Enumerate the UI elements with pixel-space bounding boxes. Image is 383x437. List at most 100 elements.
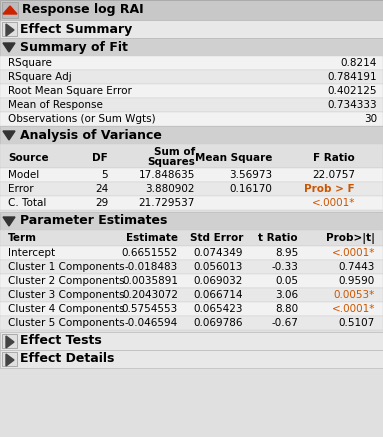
Bar (0, 196, 383, 210)
Bar (0, 316, 383, 330)
Bar (0, 230, 383, 246)
Polygon shape (6, 24, 14, 36)
Text: 0.0035891: 0.0035891 (122, 276, 178, 286)
Text: <.0001*: <.0001* (332, 248, 375, 258)
Bar (0, 144, 383, 168)
Text: -0.018483: -0.018483 (125, 262, 178, 272)
Text: Std Error: Std Error (190, 233, 243, 243)
Text: Mean Square: Mean Square (195, 153, 272, 163)
Text: Squares: Squares (147, 157, 195, 167)
Text: 29: 29 (95, 198, 108, 208)
Text: Effect Tests: Effect Tests (20, 334, 102, 347)
Text: Observations (or Sum Wgts): Observations (or Sum Wgts) (8, 114, 155, 124)
Text: Model: Model (8, 170, 39, 180)
Text: 21.729537: 21.729537 (139, 198, 195, 208)
Text: -0.046594: -0.046594 (125, 318, 178, 328)
Text: Source: Source (8, 153, 49, 163)
Bar (0, 56, 383, 70)
Text: 0.9590: 0.9590 (339, 276, 375, 286)
Bar (0, 112, 383, 126)
Text: F Ratio: F Ratio (313, 153, 355, 163)
Polygon shape (6, 354, 14, 366)
Polygon shape (3, 6, 17, 14)
Text: 0.8214: 0.8214 (340, 58, 377, 68)
Text: 5: 5 (101, 170, 108, 180)
Bar (2, 22, 17, 36)
Text: 0.069032: 0.069032 (194, 276, 243, 286)
Text: 0.784191: 0.784191 (327, 72, 377, 82)
Bar (0, 98, 383, 112)
Polygon shape (3, 131, 15, 140)
Text: 0.066714: 0.066714 (193, 290, 243, 300)
Text: -0.33: -0.33 (271, 262, 298, 272)
Bar (0, 260, 383, 274)
Text: Cluster 5 Components: Cluster 5 Components (8, 318, 124, 328)
Text: Term: Term (8, 233, 37, 243)
Text: 3.880902: 3.880902 (146, 184, 195, 194)
Text: 0.7443: 0.7443 (339, 262, 375, 272)
Bar (0, 20, 383, 38)
Text: 0.069786: 0.069786 (193, 318, 243, 328)
Text: 17.848635: 17.848635 (139, 170, 195, 180)
Text: 22.0757: 22.0757 (312, 170, 355, 180)
Text: 0.16170: 0.16170 (229, 184, 272, 194)
Text: 0.5754553: 0.5754553 (122, 304, 178, 314)
Text: <.0001*: <.0001* (312, 198, 355, 208)
Text: 3.56973: 3.56973 (229, 170, 272, 180)
Text: 0.056013: 0.056013 (194, 262, 243, 272)
Text: Summary of Fit: Summary of Fit (20, 41, 128, 53)
Text: Parameter Estimates: Parameter Estimates (20, 215, 167, 228)
Bar (0, 274, 383, 288)
Text: -0.67: -0.67 (271, 318, 298, 328)
Text: 0.734333: 0.734333 (327, 100, 377, 110)
Text: Root Mean Square Error: Root Mean Square Error (8, 86, 132, 96)
Bar (0, 212, 383, 230)
Text: t Ratio: t Ratio (259, 233, 298, 243)
Text: Intercept: Intercept (8, 248, 55, 258)
Text: Cluster 1 Components: Cluster 1 Components (8, 262, 124, 272)
Text: 8.95: 8.95 (275, 248, 298, 258)
Bar (2, 334, 17, 348)
Polygon shape (6, 336, 14, 348)
Bar (2, 352, 17, 366)
Text: Effect Summary: Effect Summary (20, 22, 132, 35)
Text: RSquare: RSquare (8, 58, 52, 68)
Text: 0.065423: 0.065423 (193, 304, 243, 314)
Bar (2, 2, 18, 18)
Text: 0.074349: 0.074349 (193, 248, 243, 258)
Text: Analysis of Variance: Analysis of Variance (20, 128, 162, 142)
Bar (0, 126, 383, 144)
Text: Cluster 2 Components: Cluster 2 Components (8, 276, 124, 286)
Bar (0, 288, 383, 302)
Text: 0.0053*: 0.0053* (334, 290, 375, 300)
Text: 0.05: 0.05 (275, 276, 298, 286)
Text: 0.5107: 0.5107 (339, 318, 375, 328)
Polygon shape (3, 217, 15, 226)
Bar (0, 182, 383, 196)
Text: Prob>|t|: Prob>|t| (326, 232, 375, 243)
Text: DF: DF (92, 153, 108, 163)
Text: 30: 30 (364, 114, 377, 124)
Text: 0.6651552: 0.6651552 (122, 248, 178, 258)
Text: Response log RAI: Response log RAI (22, 3, 144, 17)
Text: <.0001*: <.0001* (332, 304, 375, 314)
Text: Error: Error (8, 184, 34, 194)
Bar (0, 350, 383, 368)
Bar (0, 302, 383, 316)
Text: RSquare Adj: RSquare Adj (8, 72, 72, 82)
Text: 0.2043072: 0.2043072 (122, 290, 178, 300)
Text: Cluster 4 Components: Cluster 4 Components (8, 304, 124, 314)
Text: Sum of: Sum of (154, 147, 195, 157)
Text: 24: 24 (95, 184, 108, 194)
Text: Cluster 3 Components: Cluster 3 Components (8, 290, 124, 300)
Text: 0.402125: 0.402125 (327, 86, 377, 96)
Bar (0, 84, 383, 98)
Bar (0, 168, 383, 182)
Text: C. Total: C. Total (8, 198, 46, 208)
Text: 3.06: 3.06 (275, 290, 298, 300)
Polygon shape (3, 43, 15, 52)
Bar (0, 38, 383, 56)
Text: 8.80: 8.80 (275, 304, 298, 314)
Text: Mean of Response: Mean of Response (8, 100, 103, 110)
Bar (0, 70, 383, 84)
